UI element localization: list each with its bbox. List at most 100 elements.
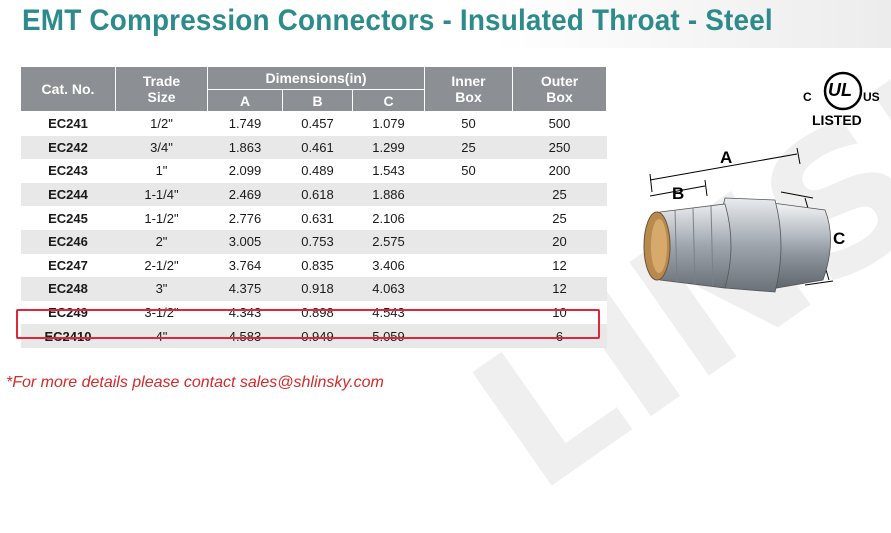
- cell-inner: [424, 277, 513, 301]
- cell-b: 0.461: [282, 135, 353, 160]
- dimension-c-label: C: [833, 229, 846, 248]
- ul-listed-logo-icon: [823, 71, 863, 111]
- cell-inner: [424, 206, 513, 230]
- cell-a: 1.749: [207, 111, 283, 136]
- cell-inner: [424, 324, 513, 348]
- cell-inner: 50: [424, 159, 513, 183]
- cell-c: 1.886: [352, 182, 425, 207]
- cell-cat: EC2410: [20, 324, 116, 348]
- cell-outer: 500: [512, 111, 607, 136]
- cell-size: 1-1/4": [115, 182, 208, 207]
- table-row: EC247 2-1/2" 3.764 0.835 3.406 12: [20, 253, 607, 278]
- cell-size: 3-1/2": [115, 300, 208, 325]
- header-trade-size: Trade Size: [115, 66, 208, 112]
- cell-cat: EC244: [20, 182, 116, 207]
- cell-size: 2": [115, 229, 208, 254]
- cell-inner: 25: [424, 135, 513, 160]
- cell-outer: 20: [512, 229, 607, 254]
- cell-outer: 12: [512, 253, 607, 278]
- header-dimensions: Dimensions(in): [206, 66, 426, 90]
- cell-inner: [424, 253, 513, 278]
- cell-c: 2.106: [352, 206, 425, 230]
- cell-c: 1.543: [352, 159, 425, 183]
- cell-a: 1.863: [207, 135, 283, 160]
- cell-outer: 6: [512, 324, 607, 348]
- cell-b: 0.835: [282, 253, 353, 278]
- cell-a: 4.375: [207, 277, 283, 301]
- cell-a: 3.764: [207, 253, 283, 278]
- cell-a: 2.099: [207, 159, 283, 183]
- dimension-b-label: B: [672, 184, 685, 203]
- table-row: EC248 3" 4.375 0.918 4.063 12: [20, 277, 607, 301]
- cell-size: 1/2": [115, 111, 208, 136]
- cell-a: 4.583: [207, 324, 283, 348]
- table-row: EC241 1/2" 1.749 0.457 1.079 50 500: [20, 111, 607, 136]
- cell-inner: [424, 229, 513, 254]
- ul-mark-text: UL: [828, 80, 852, 100]
- cell-c: 3.406: [352, 253, 425, 278]
- cell-c: 2.575: [352, 229, 425, 254]
- cell-c: 1.079: [352, 111, 425, 136]
- table-row: EC2410 4" 4.583 0.949 5.059 6: [20, 324, 607, 348]
- cell-size: 3/4": [115, 135, 208, 160]
- cell-outer: 200: [512, 159, 607, 183]
- spec-table: Cat. No. Trade Size Dimensions(in) Inner…: [20, 66, 608, 348]
- ul-listed-text: LISTED: [812, 112, 862, 128]
- cell-outer: 250: [512, 135, 607, 160]
- header-dim-a: A: [207, 89, 283, 112]
- page-title: EMT Compression Connectors - Insulated T…: [22, 4, 773, 37]
- cell-cat: EC247: [20, 253, 116, 278]
- cell-cat: EC248: [20, 277, 116, 301]
- cell-b: 0.949: [282, 324, 353, 348]
- table-row: EC245 1-1/2" 2.776 0.631 2.106 25: [20, 206, 607, 230]
- cell-b: 0.457: [282, 111, 353, 136]
- cell-a: 2.776: [207, 206, 283, 230]
- cell-inner: 50: [424, 111, 513, 136]
- cell-c: 4.543: [352, 300, 425, 325]
- dimension-a-label: A: [720, 148, 733, 167]
- cell-cat: EC243: [20, 159, 116, 183]
- connector-diagram-icon: [643, 147, 834, 293]
- cell-cat: EC249: [20, 300, 116, 325]
- cell-b: 0.631: [282, 206, 353, 230]
- cell-outer: 12: [512, 277, 607, 301]
- table-row: EC249 3-1/2" 4.343 0.898 4.543 10: [20, 300, 607, 325]
- spec-table-body: EC241 1/2" 1.749 0.457 1.079 50 500 EC242 3/4" 1.…: [20, 111, 607, 348]
- header-inner-line1: Inner: [451, 73, 486, 89]
- cell-c: 4.063: [352, 277, 425, 301]
- table-row: EC242 3/4" 1.863 0.461 1.299 25 250: [20, 135, 607, 160]
- cell-a: 4.343: [207, 300, 283, 325]
- header-dim-c: C: [351, 89, 426, 112]
- cell-c: 5.059: [352, 324, 425, 348]
- cell-size: 3": [115, 277, 208, 301]
- cell-b: 0.753: [282, 229, 353, 254]
- cell-outer: 25: [512, 182, 607, 207]
- cell-size: 1": [115, 159, 208, 183]
- cell-b: 0.898: [282, 300, 353, 325]
- contact-footnote: *For more details please contact sales@s…: [6, 374, 384, 391]
- header-inner-box: Inner Box: [424, 66, 514, 112]
- cell-c: 1.299: [352, 135, 425, 160]
- header-outer-line2: Box: [546, 89, 573, 105]
- cell-size: 4": [115, 324, 208, 348]
- cell-inner: [424, 300, 513, 325]
- header-cat-no: Cat. No.: [20, 66, 116, 112]
- cell-cat: EC246: [20, 229, 116, 254]
- cell-cat: EC245: [20, 206, 116, 230]
- cell-a: 3.005: [207, 229, 283, 254]
- table-row: EC246 2" 3.005 0.753 2.575 20: [20, 229, 607, 254]
- title-band: [0, 0, 891, 48]
- header-outer-box: Outer Box: [512, 66, 608, 112]
- cell-cat: EC242: [20, 135, 116, 160]
- header-dim-b: B: [282, 89, 353, 112]
- cell-inner: [424, 182, 513, 207]
- cell-a: 2.469: [207, 182, 283, 207]
- table-row: EC244 1-1/4" 2.469 0.618 1.886 25: [20, 182, 607, 207]
- header-outer-line1: Outer: [540, 73, 579, 89]
- cell-b: 0.918: [282, 277, 353, 301]
- cell-b: 0.489: [282, 159, 353, 183]
- cell-outer: 10: [512, 300, 607, 325]
- cell-cat: EC241: [20, 111, 116, 136]
- header-inner-line2: Box: [455, 89, 482, 105]
- ul-c-text: C: [803, 90, 812, 104]
